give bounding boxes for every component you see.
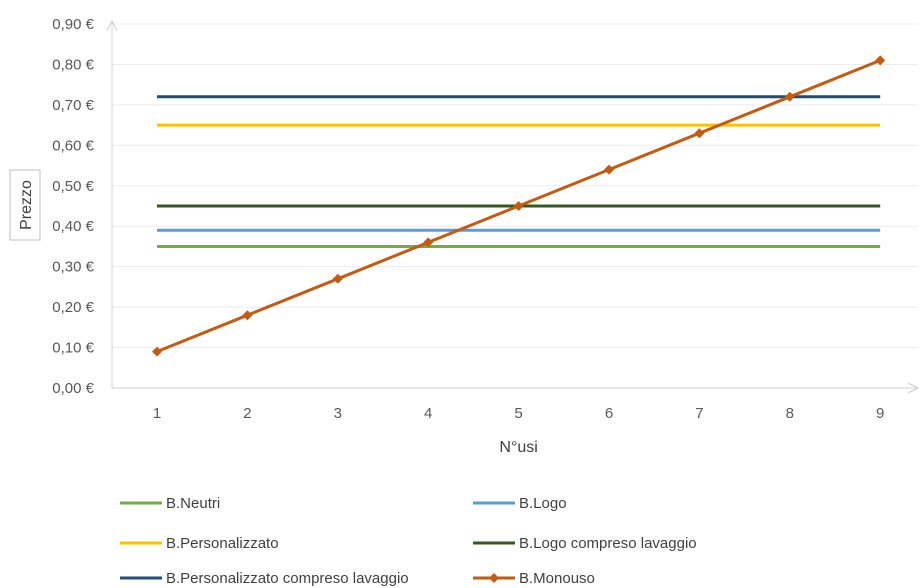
- gridlines: [112, 23, 918, 349]
- y-tick-label: 0,40 €: [52, 218, 94, 235]
- y-tick-label: 0,80 €: [52, 56, 94, 73]
- x-tick-label: 8: [786, 405, 794, 422]
- y-tick-label: 0,70 €: [52, 97, 94, 114]
- y-tick-label: 0,50 €: [52, 178, 94, 195]
- legend-label: B.Logo compreso lavaggio: [519, 535, 697, 552]
- data-point: [242, 310, 253, 321]
- x-tick-label: 9: [876, 405, 884, 422]
- x-tick-label: 2: [243, 405, 251, 422]
- y-axis-arrow: [106, 19, 118, 32]
- data-point: [604, 164, 614, 175]
- x-tick-label: 7: [695, 405, 703, 422]
- y-tick-label: 0,20 €: [52, 299, 94, 316]
- data-point: [875, 55, 886, 66]
- legend-label: B.Neutri: [166, 495, 220, 512]
- y-tick-label: 0,10 €: [52, 340, 94, 357]
- legend-label: B.Monouso: [519, 570, 595, 587]
- y-tick-label: 0,60 €: [52, 137, 94, 154]
- data-point: [513, 201, 524, 211]
- y-axis-title: Prezzo: [18, 180, 35, 230]
- y-axis-title-box: [9, 169, 41, 241]
- data-point: [694, 128, 705, 139]
- x-axis-title: N°usi: [499, 439, 537, 456]
- legend: B.Neutri B.Logo B.Personalizzato B.Logo com…: [120, 495, 697, 587]
- legend-label: B.Personalizzato: [166, 535, 279, 552]
- x-tick-label: 3: [334, 405, 342, 422]
- x-tick-label: 5: [514, 405, 522, 422]
- tick-labels: 0,00 € 0,10 € 0,20 € 0,30 € 0,40 € 0,50 € 0,60…: [52, 16, 884, 422]
- x-tick-label: 1: [153, 405, 161, 422]
- y-tick-label: 0,30 €: [52, 259, 94, 276]
- axis-titles: N°usi Prezzo: [9, 169, 538, 456]
- x-axis-arrow: [907, 382, 920, 394]
- axes: [106, 19, 920, 394]
- data-point: [784, 91, 795, 102]
- y-tick-label: 0,00 €: [52, 380, 94, 397]
- x-tick-label: 4: [424, 405, 432, 422]
- x-tick-label: 6: [605, 405, 613, 422]
- y-tick-label: 0,90 €: [52, 16, 94, 33]
- legend-marker: [489, 573, 499, 583]
- data-point: [332, 273, 343, 284]
- legend-label: B.Logo: [519, 495, 567, 512]
- data-point: [152, 346, 162, 357]
- series-markers: [152, 55, 886, 357]
- legend-label: B.Personalizzato compreso lavaggio: [166, 570, 409, 587]
- data-point: [423, 237, 434, 248]
